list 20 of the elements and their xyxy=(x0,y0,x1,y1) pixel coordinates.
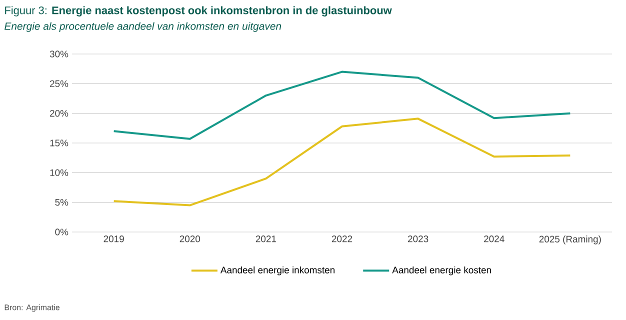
x-tick-label: 2022 xyxy=(332,236,352,242)
x-tick-label: 2023 xyxy=(408,236,428,242)
chart-subtitle: Energie als procentuele aandeel van inkomsten en uitgaven xyxy=(4,22,282,32)
y-tick-label: 25% xyxy=(50,80,68,88)
x-tick-label: 2019 xyxy=(104,236,124,242)
legend-label: Aandeel energie inkomsten xyxy=(220,266,334,276)
y-tick-label: 15% xyxy=(50,140,68,146)
line-series xyxy=(112,118,572,206)
x-tick-label: 2025 (Raming) xyxy=(539,236,601,244)
legend-label: Aandeel energie kosten xyxy=(392,266,491,276)
x-tick-label: 2020 xyxy=(180,236,200,242)
y-tick-label: 0% xyxy=(55,228,68,236)
y-tick-label: 30% xyxy=(50,50,68,58)
x-tick-label: 2024 xyxy=(484,236,504,242)
y-tick-label: 10% xyxy=(50,169,68,176)
y-tick-label: 5% xyxy=(55,199,68,206)
x-tick-label: 2021 xyxy=(256,236,276,242)
y-tick-label: 20% xyxy=(50,110,68,117)
line-series xyxy=(112,70,572,140)
chart-title: Figuur 3: Energie naast kostenpost ook inkomstenbron in de glastuinbouw xyxy=(5,6,392,16)
